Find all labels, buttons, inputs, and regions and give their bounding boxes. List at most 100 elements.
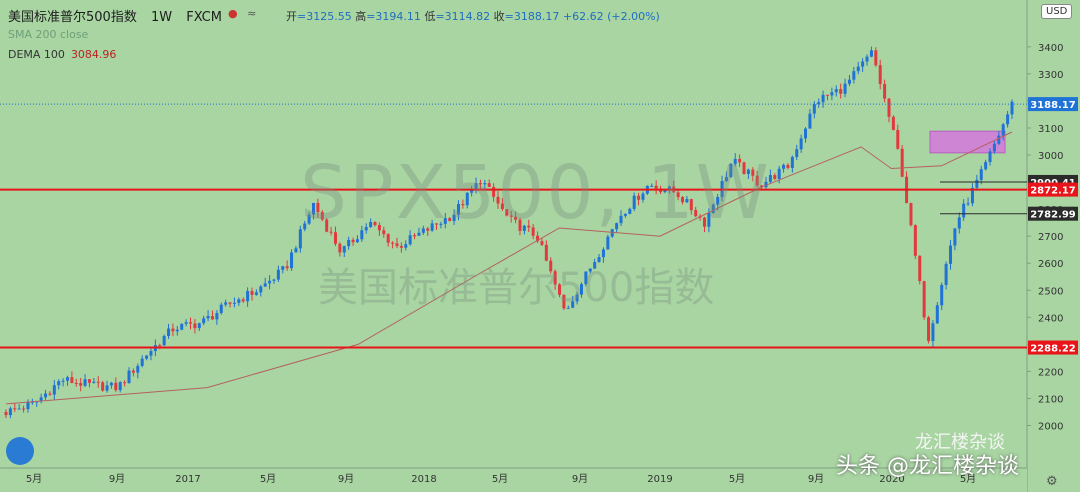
candle-down bbox=[48, 393, 52, 395]
candle-down bbox=[825, 94, 829, 96]
candle-down bbox=[878, 65, 882, 84]
dema-legend[interactable]: DEMA 100 3084.96 bbox=[8, 48, 116, 61]
candle-up bbox=[588, 268, 592, 272]
candle-up bbox=[417, 232, 421, 236]
time-axis bbox=[0, 468, 1027, 492]
y-tick-label: 2600 bbox=[1038, 259, 1063, 270]
candle-up bbox=[281, 266, 285, 270]
candle-up bbox=[307, 214, 311, 224]
candle-up bbox=[44, 393, 48, 398]
candle-up bbox=[1001, 124, 1005, 136]
candle-down bbox=[492, 186, 496, 197]
symbol-title[interactable]: 美国标准普尔500指数 bbox=[8, 10, 137, 25]
compare-icon[interactable]: ≈ bbox=[247, 7, 257, 20]
candle-up bbox=[707, 212, 711, 227]
candle-up bbox=[268, 280, 272, 284]
x-tick-label: 5月 bbox=[960, 473, 976, 485]
candle-down bbox=[228, 302, 232, 304]
candle-down bbox=[22, 408, 26, 410]
candle-up bbox=[26, 402, 30, 410]
candle-up bbox=[246, 291, 250, 302]
header-icons[interactable]: ● ≈ bbox=[228, 7, 256, 20]
status-dot-icon: ● bbox=[228, 7, 238, 20]
candle-up bbox=[663, 190, 667, 193]
candle-up bbox=[140, 358, 144, 366]
gear-icon[interactable]: ⚙ bbox=[1046, 474, 1058, 489]
candle-down bbox=[874, 50, 878, 66]
low-value: =3114.82 bbox=[435, 10, 491, 23]
candle-down bbox=[694, 210, 698, 217]
candle-up bbox=[724, 177, 728, 182]
candle-up bbox=[443, 218, 447, 224]
candle-up bbox=[8, 408, 12, 416]
interval-label[interactable]: 1W bbox=[150, 10, 173, 25]
candle-up bbox=[369, 222, 373, 228]
candle-down bbox=[96, 381, 100, 383]
candle-down bbox=[689, 199, 693, 211]
candle-up bbox=[118, 382, 122, 391]
currency-badge[interactable]: USD bbox=[1041, 4, 1073, 19]
candle-up bbox=[619, 215, 623, 224]
wechat-source: 龙汇楼杂谈 bbox=[915, 432, 1005, 453]
y-tick-label: 3300 bbox=[1038, 70, 1063, 81]
x-tick-label: 2020 bbox=[879, 474, 904, 485]
candle-up bbox=[861, 61, 865, 67]
price-label-bg bbox=[1028, 182, 1078, 197]
candle-down bbox=[637, 195, 641, 200]
y-tick-label: 2700 bbox=[1038, 232, 1063, 243]
candle-down bbox=[518, 219, 522, 231]
candle-up bbox=[57, 381, 61, 386]
dema-label: DEMA 100 bbox=[8, 48, 65, 61]
candle-down bbox=[382, 230, 386, 235]
candle-down bbox=[738, 158, 742, 163]
candle-up bbox=[847, 79, 851, 84]
candle-up bbox=[127, 370, 131, 384]
x-tick-label: 9月 bbox=[572, 473, 588, 485]
candle-down bbox=[478, 183, 482, 185]
candle-up bbox=[597, 257, 601, 263]
candle-up bbox=[610, 229, 614, 237]
candle-up bbox=[92, 381, 96, 383]
candle-up bbox=[145, 355, 149, 359]
candle-down bbox=[13, 408, 17, 410]
candle-down bbox=[536, 235, 540, 242]
candle-down bbox=[87, 379, 91, 383]
watermark-name: 美国标准普尔500指数 bbox=[318, 265, 715, 311]
hidden-indicator-label[interactable]: SMA 200 close bbox=[8, 28, 89, 41]
candle-down bbox=[316, 202, 320, 213]
high-label: 高 bbox=[355, 10, 367, 23]
candle-up bbox=[856, 66, 860, 72]
price-label-bg bbox=[1028, 206, 1078, 221]
candle-down bbox=[250, 291, 254, 295]
candle-up bbox=[303, 223, 307, 230]
candle-up bbox=[456, 204, 460, 215]
candle-up bbox=[821, 94, 825, 103]
candle-down bbox=[927, 317, 931, 342]
candle-down bbox=[123, 382, 127, 384]
candle-up bbox=[764, 181, 768, 188]
candle-up bbox=[52, 385, 56, 395]
plot-area bbox=[0, 0, 1027, 468]
candle-down bbox=[4, 411, 8, 416]
candle-up bbox=[970, 187, 974, 204]
candle-down bbox=[918, 255, 922, 282]
candle-up bbox=[716, 197, 720, 205]
candle-down bbox=[395, 243, 399, 246]
x-tick-label: 5月 bbox=[729, 473, 745, 485]
dema-value: 3084.96 bbox=[70, 48, 117, 61]
candle-up bbox=[215, 313, 219, 320]
candle-down bbox=[909, 203, 913, 226]
candle-down bbox=[676, 192, 680, 198]
candle-up bbox=[202, 318, 206, 324]
candle-up bbox=[224, 302, 228, 305]
tradingview-logo[interactable] bbox=[6, 437, 34, 465]
exchange-label: FXCM bbox=[186, 10, 222, 25]
candle-up bbox=[465, 192, 469, 206]
candle-down bbox=[377, 225, 381, 231]
candle-up bbox=[865, 56, 869, 62]
candle-up bbox=[259, 286, 263, 293]
x-tick-label: 9月 bbox=[109, 473, 125, 485]
candle-up bbox=[966, 203, 970, 205]
candle-up bbox=[975, 179, 979, 188]
